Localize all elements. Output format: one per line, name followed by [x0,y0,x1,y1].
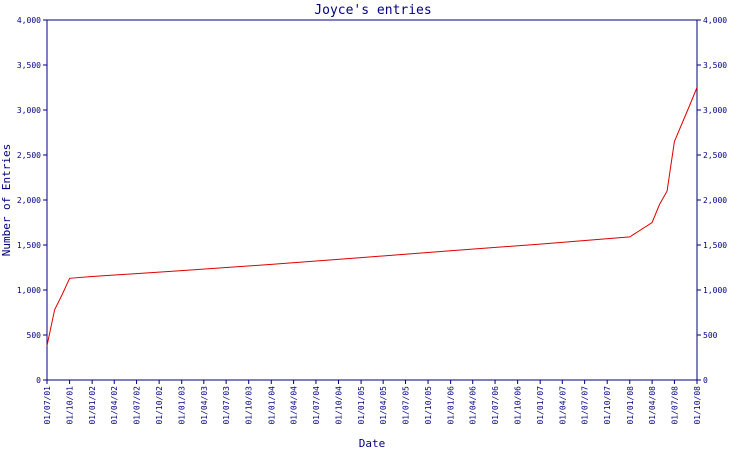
x-tick-label: 01/10/04 [335,386,344,425]
x-tick-label: 01/04/06 [469,386,478,425]
y-tick-label: 500 [27,331,42,340]
plot-frame [46,19,698,381]
x-tick-label: 01/04/07 [558,386,567,425]
axes [46,19,698,381]
y-axis-title: Number of Entries [0,144,13,257]
y-tick-label-right: 2,500 [703,151,727,160]
y-tick-label-right: 0 [703,376,708,385]
y-axis-right: 0 500 1,000 1,500 2,000 2,500 3,000 3,500 4,000 [697,16,727,385]
x-tick-label: 01/07/07 [581,386,590,425]
x-tick-label: 01/04/04 [290,386,299,425]
x-tick-label: 01/10/03 [245,386,254,425]
x-tick-label: 01/07/03 [222,386,231,425]
x-tick-label: 01/07/05 [401,386,410,425]
y-tick-label: 0 [36,376,41,385]
x-tick-label: 01/01/03 [178,386,187,425]
y-tick-label-right: 500 [703,331,718,340]
x-tick-label: 01/07/04 [312,386,321,425]
y-tick-label-right: 2,000 [703,196,727,205]
x-tick-label: 01/10/06 [514,386,523,425]
x-tick-label: 01/10/05 [424,386,433,425]
x-tick-label: 01/01/08 [626,386,635,425]
x-tick-label: 01/07/02 [133,386,142,425]
x-tick-label: 01/01/04 [267,386,276,425]
x-tick-label: 01/07/06 [491,386,500,425]
y-tick-label: 1,000 [17,286,41,295]
y-tick-label: 3,000 [17,106,41,115]
x-tick-label: 01/01/02 [88,386,97,425]
y-tick-label-right: 4,000 [703,16,727,25]
x-axis-title: Date [359,437,386,450]
y-tick-label: 1,500 [17,241,41,250]
x-tick-label: 01/04/05 [379,386,388,425]
x-tick-label: 01/07/08 [670,386,679,425]
y-tick-label: 3,500 [17,61,41,70]
y-tick-label-right: 3,500 [703,61,727,70]
y-tick-label: 2,500 [17,151,41,160]
x-tick-label: 01/10/01 [66,386,75,425]
x-tick-label: 01/01/07 [536,386,545,425]
y-tick-label: 2,000 [17,196,41,205]
x-tick-label: 01/10/07 [603,386,612,425]
x-tick-label: 01/01/05 [357,386,366,425]
y-tick-label-right: 1,000 [703,286,727,295]
x-tick-label: 01/04/08 [648,386,657,425]
x-tick-label: 01/01/06 [447,386,456,425]
y-tick-label-right: 1,500 [703,241,727,250]
y-axis-left: 0 500 1,000 1,500 2,000 2,500 3,000 3,500 4,000 [17,16,47,385]
x-tick-label: 01/07/01 [43,386,52,425]
y-tick-label: 4,000 [17,16,41,25]
x-axis: 01/07/01 01/10/01 01/01/02 01/04/02 01/07/02… [43,380,702,425]
y-tick-label-right: 3,000 [703,106,727,115]
x-tick-label: 01/04/02 [110,386,119,425]
x-tick-label: 01/10/08 [693,386,702,425]
series-line [46,87,698,346]
series-group [46,87,698,346]
x-tick-label: 01/10/02 [155,386,164,425]
x-tick-label: 01/04/03 [200,386,209,425]
chart-title: Joyce's entries [314,3,431,18]
